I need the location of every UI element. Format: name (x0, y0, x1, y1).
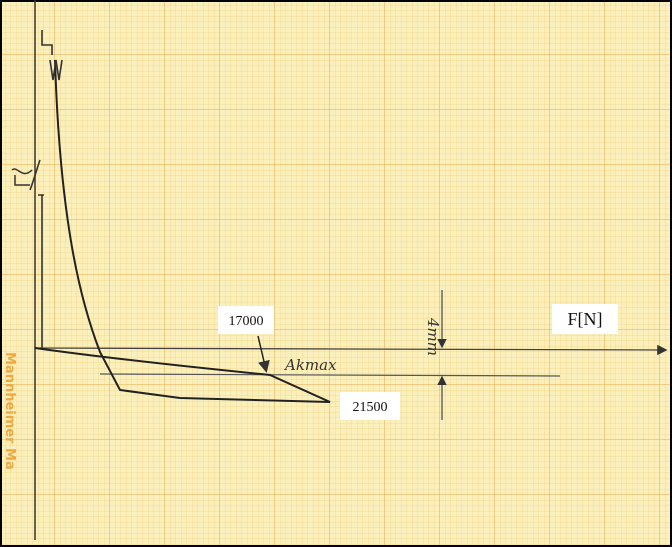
offset-line (99, 373, 561, 377)
label-box (218, 306, 274, 334)
label-arrow (257, 335, 270, 373)
label-box (340, 392, 400, 420)
scribbles (29, 30, 63, 348)
force-label: 21500 (353, 400, 388, 415)
horizontal-axis (34, 344, 668, 356)
axis-label: F[N] (568, 309, 603, 329)
gap-label: 4mm (424, 317, 442, 356)
curve (34, 59, 331, 403)
edge-text: Mannheimer Ma (2, 352, 17, 470)
scribbles (11, 168, 33, 186)
label-box (552, 304, 618, 334)
point-label: Akmax (283, 356, 337, 374)
force-label: 17000 (229, 314, 264, 329)
